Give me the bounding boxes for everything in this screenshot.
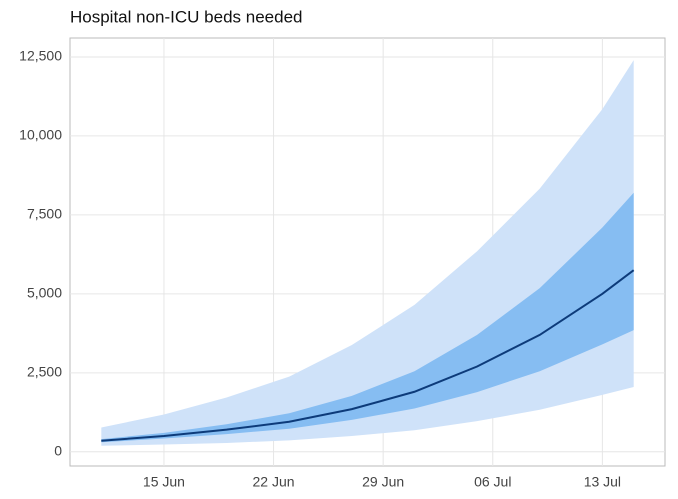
- x-tick-label: 15 Jun: [143, 474, 185, 490]
- y-tick-label: 5,000: [27, 285, 62, 301]
- x-tick-label: 13 Jul: [584, 474, 621, 490]
- chart-title: Hospital non-ICU beds needed: [70, 7, 302, 26]
- y-tick-label: 0: [54, 442, 62, 458]
- y-tick-label: 12,500: [19, 48, 62, 64]
- y-tick-label: 2,500: [27, 364, 62, 380]
- y-tick-label: 7,500: [27, 206, 62, 222]
- x-tick-label: 22 Jun: [253, 474, 295, 490]
- line: [101, 269, 635, 442]
- x-tick-label: 06 Jul: [474, 474, 511, 490]
- y-tick-label: 10,000: [19, 127, 62, 143]
- band: [101, 192, 634, 443]
- x-tick-label: 29 Jun: [362, 474, 404, 490]
